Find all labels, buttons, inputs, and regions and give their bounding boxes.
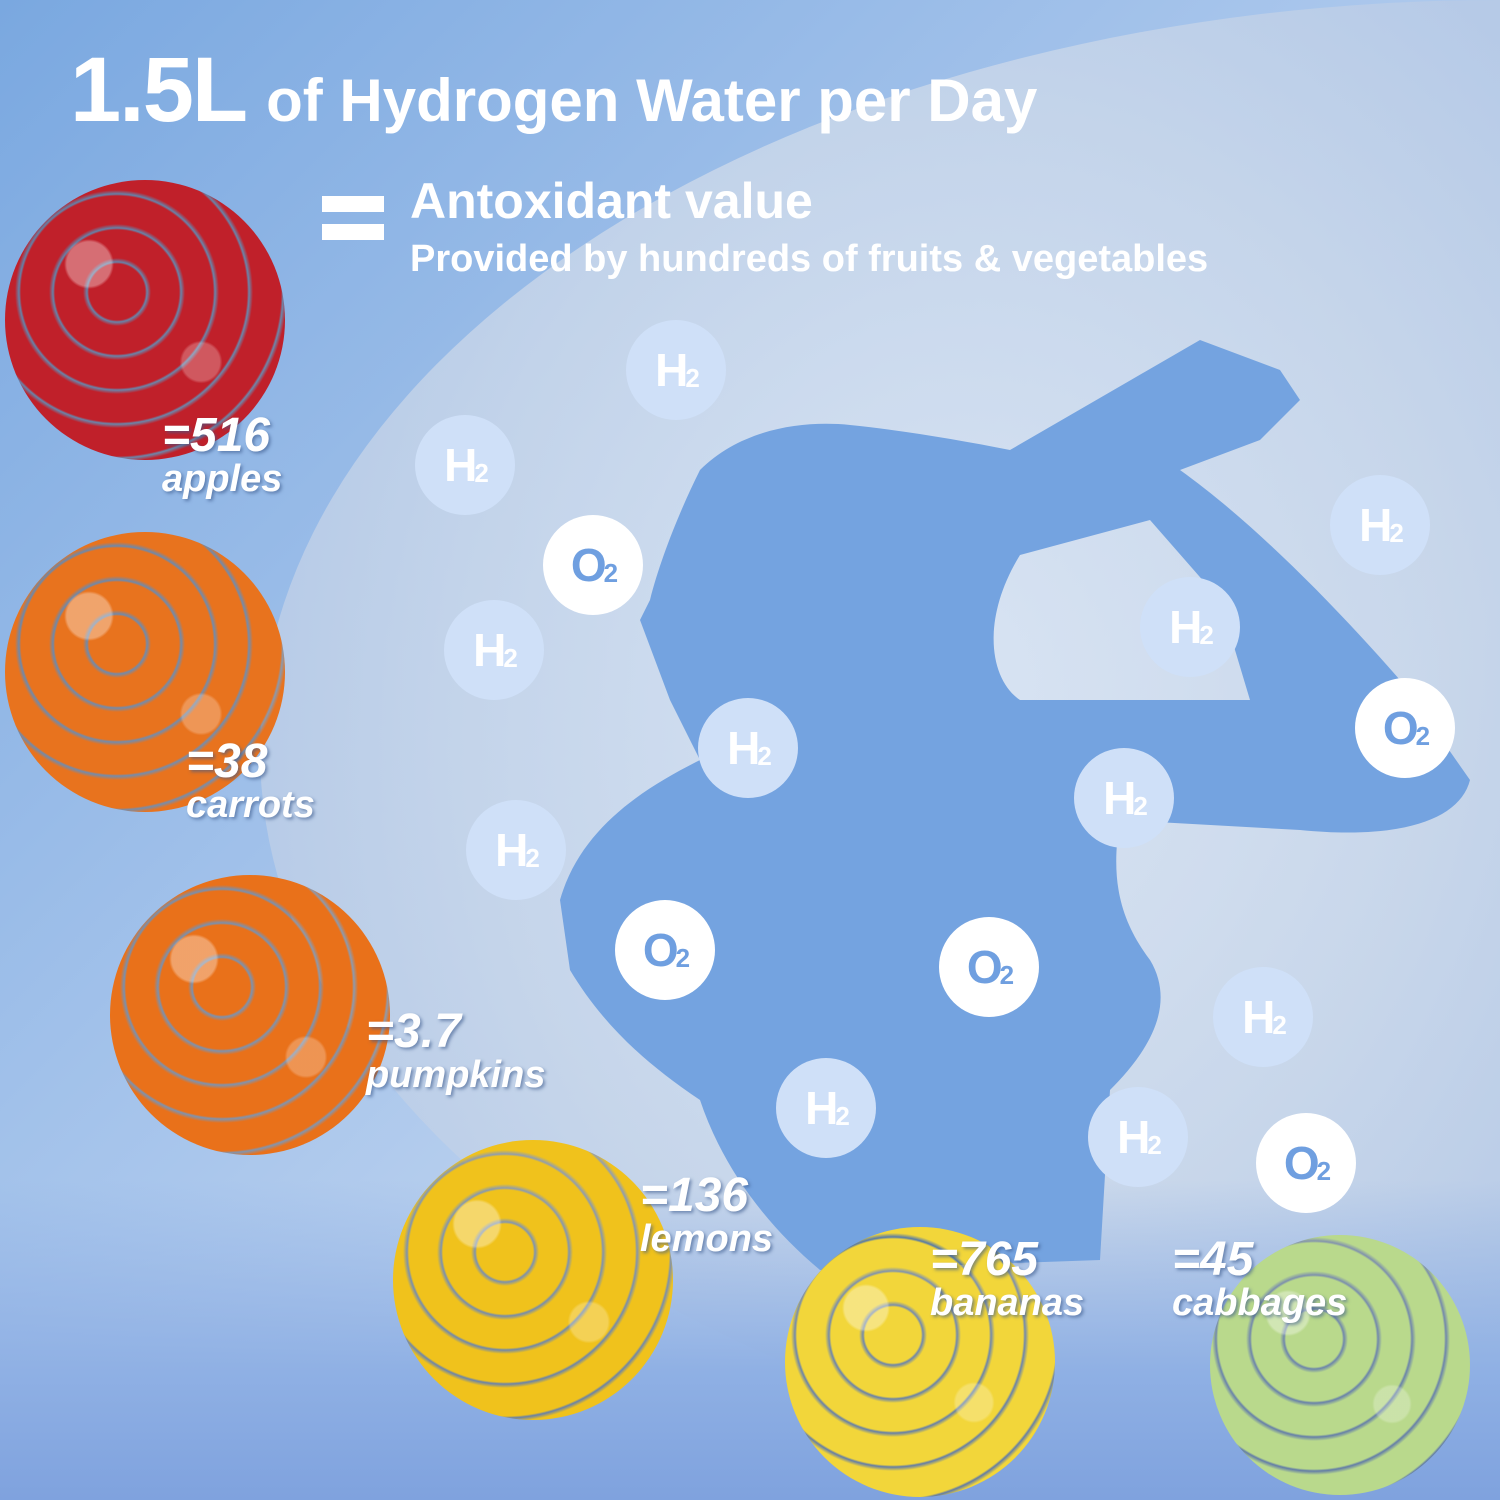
bubble-symbol: H [1103,772,1136,824]
headline-text: of Hydrogen Water per Day [266,67,1038,134]
fruit-name: lemons [640,1218,774,1260]
subtitle-detail: Provided by hundreds of fruits & vegetab… [410,238,1209,280]
fruit-count: =45 [1172,1233,1254,1286]
bubble-symbol: H [1359,499,1392,551]
subtitle: Antoxidant value [410,173,813,229]
bubble-symbol: H [1169,601,1202,653]
bubble-subscript: 2 [1389,517,1404,548]
fruit-equivalent-label: =38 carrots [186,735,315,826]
bubble-subscript: 2 [1147,1129,1162,1160]
equals-sign-icon [322,196,384,252]
fruit-equivalent-label: =516 apples [162,409,283,500]
bubble-subscript: 2 [835,1100,850,1131]
fruit-name: bananas [930,1282,1085,1324]
bubble-symbol: O [1283,1137,1320,1189]
fruit-equivalent-label: =136 lemons [640,1169,774,1260]
bubble-symbol: H [655,344,688,396]
bubble-subscript: 2 [1415,720,1431,751]
bubble-subscript: 2 [1316,1155,1332,1186]
headline: 1.5L of Hydrogen Water per Day [70,38,1037,143]
fruit-equivalent-label: =765 bananas [930,1233,1085,1324]
bubble-symbol: H [495,824,528,876]
bubble-symbol: O [966,941,1003,993]
headline-amount: 1.5L [70,39,248,141]
bubble-subscript: 2 [503,642,518,673]
fruit-image-pumpkins [110,875,390,1155]
fruit-equivalent-label: =45 cabbages [1172,1233,1348,1324]
bubble-subscript: 2 [1133,790,1148,821]
bubble-subscript: 2 [999,959,1015,990]
fruit-count: =136 [640,1169,749,1222]
fruit-image-cabbages [1210,1235,1470,1495]
fruit-count: =3.7 [366,1005,461,1058]
fruit-name: apples [162,458,283,500]
fruit-equivalent-label: =3.7 pumpkins [366,1005,546,1096]
fruit-image-bananas [785,1227,1055,1497]
fruit-count: =38 [186,735,268,788]
fruit-name: carrots [186,784,315,826]
bubble-subscript: 2 [474,457,489,488]
fruit-image-carrots [5,532,285,812]
bubble-symbol: H [805,1082,838,1134]
bubble-symbol: H [444,439,477,491]
fruit-image-lemons [393,1140,673,1420]
fruit-count: =765 [930,1233,1039,1286]
bubble-symbol: H [1242,991,1275,1043]
bubble-symbol: H [727,722,760,774]
bubble-subscript: 2 [685,362,700,393]
bubble-symbol: O [1382,702,1419,754]
bubble-subscript: 2 [1199,619,1214,650]
bubble-symbol: O [570,539,607,591]
bubble-subscript: 2 [603,557,619,588]
bubble-symbol: H [1117,1111,1150,1163]
bubble-subscript: 2 [525,842,540,873]
bubble-subscript: 2 [1272,1009,1287,1040]
fruit-count: =516 [162,409,271,462]
bubble-subscript: 2 [675,942,691,973]
bubble-symbol: O [642,924,679,976]
fruit-image-apples [5,180,285,460]
fruit-name: pumpkins [366,1054,546,1096]
fruit-name: cabbages [1172,1282,1348,1324]
bubble-symbol: H [473,624,506,676]
bubble-subscript: 2 [757,740,772,771]
